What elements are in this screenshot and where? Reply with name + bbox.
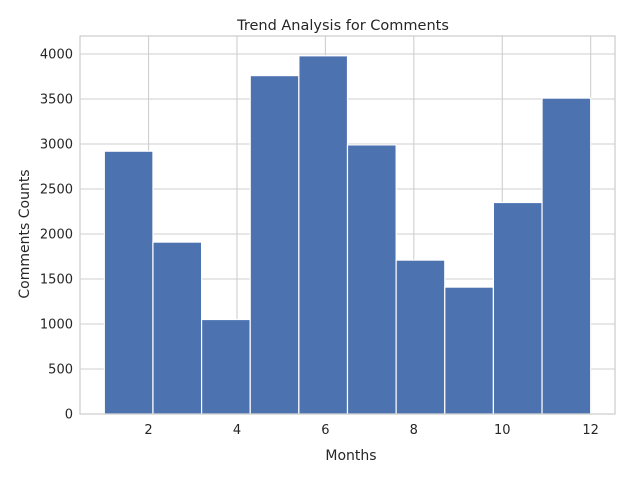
histogram-bar	[249, 74, 300, 415]
x-tick-label: 6	[321, 423, 329, 438]
histogram-bar	[395, 259, 446, 415]
x-tick-label: 12	[582, 423, 599, 438]
histogram-bar	[346, 144, 397, 415]
plot-area: 2 4 6 8 10 12 0 500 1000 1500 2000 2500 3000 3500 4000	[40, 35, 616, 438]
plot-frame	[79, 35, 616, 415]
histogram-bar	[200, 318, 251, 415]
histogram-bar	[103, 150, 154, 415]
x-tick-label: 10	[494, 423, 511, 438]
chart-title: Trend Analysis for Comments	[236, 18, 449, 34]
y-tick-label: 0	[65, 408, 73, 423]
y-tick-label: 500	[48, 363, 73, 378]
x-tick-label: 2	[144, 423, 152, 438]
histogram-bar	[444, 286, 495, 415]
x-axis-label: Months	[325, 448, 376, 464]
y-tick-label: 1500	[40, 273, 73, 288]
y-tick-label: 1000	[40, 318, 73, 333]
histogram-bar	[152, 241, 203, 415]
histogram-bar	[298, 55, 349, 415]
y-tick-label: 4000	[40, 48, 73, 63]
histogram-bar	[541, 97, 592, 415]
histogram-bar	[492, 201, 543, 415]
y-axis-label: Comments Counts	[17, 169, 33, 298]
x-tick-label: 4	[233, 423, 241, 438]
y-tick-label: 3500	[40, 93, 73, 108]
y-tick-label: 2500	[40, 183, 73, 198]
x-tick-label: 8	[410, 423, 418, 438]
y-tick-label: 2000	[40, 228, 73, 243]
y-tick-label: 3000	[40, 138, 73, 153]
